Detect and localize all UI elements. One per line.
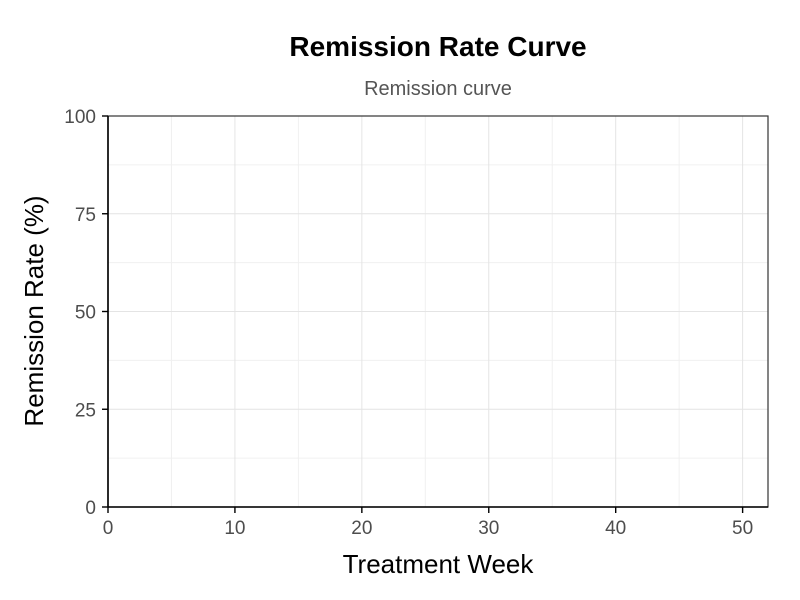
x-tick-label: 20: [351, 518, 372, 539]
y-tick-label: 25: [75, 400, 96, 421]
major-gridlines: [107, 115, 768, 508]
y-tick-label: 50: [75, 303, 96, 324]
y-tick-label: 75: [75, 205, 96, 226]
x-tick-label: 30: [478, 518, 499, 539]
x-tick-label: 50: [732, 518, 753, 539]
chart-subtitle: Remission curve: [364, 78, 512, 100]
y-axis-title: Remission Rate (%): [19, 195, 49, 426]
x-tick-label: 10: [224, 518, 245, 539]
x-tick-label: 0: [103, 518, 114, 539]
y-tick-label: 0: [85, 498, 96, 519]
x-axis-title: Treatment Week: [343, 549, 535, 579]
x-axis-ticks: 0 10 20 30 40 50: [103, 507, 753, 539]
y-tick-label: 100: [64, 107, 96, 128]
x-tick-label: 40: [605, 518, 626, 539]
chart-title: Remission Rate Curve: [289, 31, 586, 62]
y-axis-ticks: 0 25 50 75 100: [64, 107, 108, 519]
